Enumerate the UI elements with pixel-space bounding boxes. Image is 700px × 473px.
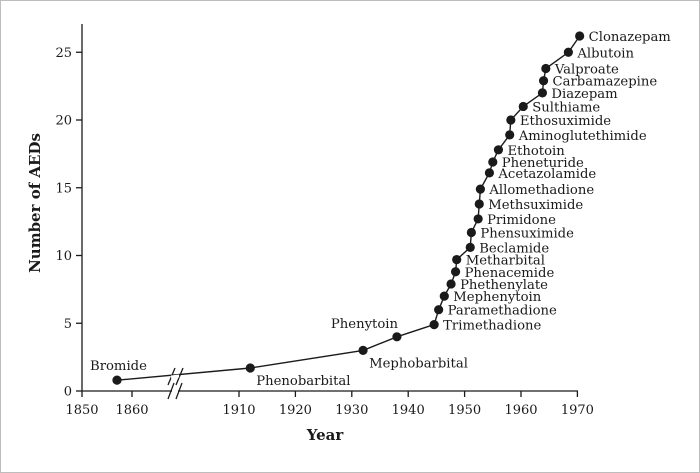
data-point [575,31,585,41]
x-tick-label: 1940 [392,403,425,418]
point-label: Carbamazepine [553,75,658,90]
data-point [541,63,551,74]
point-label: Phensuximide [480,226,574,241]
x-tick-label: 1850 [65,403,98,418]
x-axis-title: Year [306,426,345,444]
point-label: Allomethadione [488,183,594,198]
data-points [112,31,585,385]
y-tick-label: 5 [64,317,72,332]
data-point [493,145,504,155]
data-point [473,214,483,224]
x-tick-label: 1950 [448,403,481,418]
point-label: Metharbital [466,254,545,269]
data-point [429,320,439,330]
data-point [484,168,495,178]
y-tick-label: 0 [64,385,72,400]
data-point [505,130,515,140]
y-tick-label: 25 [55,46,72,61]
point-label: Diazepam [551,87,618,102]
series-break-gap [170,374,180,379]
point-label: Pheneturide [502,156,584,171]
y-axis-title: Number of AEDs [26,133,44,273]
data-point [475,184,485,194]
x-tick-label: 1970 [561,403,594,418]
point-label: Methsuximide [488,198,583,213]
point-label: Primidone [487,213,556,228]
point-label: Albutoin [576,46,634,61]
point-labels: Bromide Phenobarbital Mephobarbital Phenyto… [90,30,671,389]
point-label: Clonazepam [589,30,672,45]
data-point [392,332,402,342]
x-tick-label: 1860 [115,403,148,418]
data-point [439,291,449,301]
point-label: Mephobarbital [369,356,468,371]
point-label: Phethenylate [460,278,548,293]
point-label: Phenacemide [465,266,555,281]
point-label: Acetazolamide [497,167,596,182]
point-label: Phenytoin [331,317,399,332]
data-point [446,279,456,289]
data-point [450,267,461,277]
data-point [537,88,548,98]
point-label: Paramethadione [448,304,557,319]
axis-break-mark [167,382,183,400]
point-label: Bromide [90,359,147,374]
point-label: Mephenytoin [453,290,541,305]
y-tick-label: 15 [55,181,72,196]
data-point [358,345,368,355]
point-label: Aminoglutethimide [518,129,647,144]
x-tick-label: 1960 [504,403,537,418]
point-label: Sulthiame [532,100,600,115]
data-point [488,157,498,167]
axis-break-slash [167,382,175,400]
data-point [506,115,516,125]
x-tick-label: 1920 [279,403,312,418]
x-tick-label: 1910 [222,403,255,418]
data-point [452,254,462,265]
data-point [518,101,528,112]
axis-break-slash [175,382,183,400]
point-label: Ethosuximide [520,114,611,129]
data-point [563,47,573,57]
data-point [434,305,444,315]
data-point [112,375,122,385]
x-tick-label: 1930 [335,403,368,418]
data-point [474,199,484,209]
series-break-slash [175,367,184,386]
point-label: Ethotoin [507,144,565,159]
y-tick-label: 20 [55,114,72,129]
point-label: Valproate [554,63,619,78]
data-point [465,242,475,252]
point-label: Beclamide [479,241,549,256]
point-label: Phenobarbital [256,374,350,389]
axes: 0 5 10 15 20 25 1850 1860 1910 1920 1930 1940 1950 19… [55,24,594,418]
data-point [466,227,476,238]
y-tick-label: 10 [55,249,72,264]
data-point [245,363,255,373]
data-point [538,76,549,86]
point-label: Trimethadione [443,319,541,334]
